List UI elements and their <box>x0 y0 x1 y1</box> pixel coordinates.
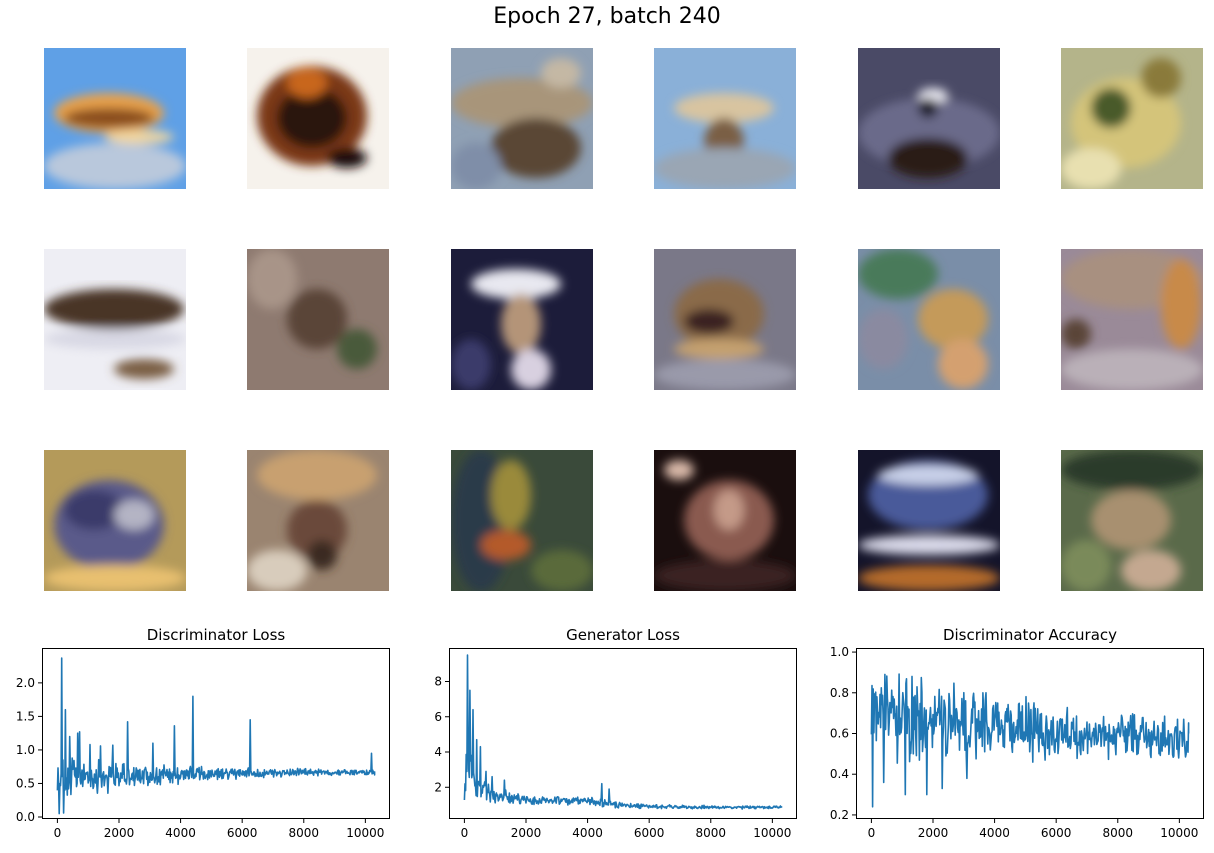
generator-loss-y-tick-label-4: 4 <box>434 745 442 759</box>
generator-loss-axes-frame <box>449 648 797 819</box>
figure-suptitle: Epoch 27, batch 240 <box>493 4 721 29</box>
generator-loss-x-tick-label-0: 0 <box>461 826 469 840</box>
discriminator-accuracy-y-tick-label-0.6: 0.6 <box>830 727 849 741</box>
discriminator-loss-plot-svg: 0 2000 4000 6000 8000 10000 0.0 0.5 1.0 1.5 2.0 <box>16 648 390 840</box>
discriminator-loss-y-tick-label-0.0: 0.0 <box>16 810 35 824</box>
discriminator-loss-x-tick-label-6000: 6000 <box>227 826 258 840</box>
discriminator-loss-x-tick-label-10000: 10000 <box>346 826 384 840</box>
generator-loss-x-tick-label-2000: 2000 <box>511 826 542 840</box>
generator-loss-plot-svg: 0 2000 4000 6000 8000 10000 2 4 6 8 <box>434 648 797 840</box>
discriminator-loss-x-tick-label-2000: 2000 <box>104 826 135 840</box>
discriminator-loss-y-tick-label-1.0: 1.0 <box>16 743 35 757</box>
discriminator-loss-x-tick-label-0: 0 <box>54 826 62 840</box>
chart-title-discriminator-accuracy: Discriminator Accuracy <box>942 626 1118 644</box>
generator-loss-x-tick-label-8000: 8000 <box>695 826 726 840</box>
discriminator-loss-x-tick-label-4000: 4000 <box>165 826 196 840</box>
discriminator-loss-y-tick-label-1.5: 1.5 <box>16 709 35 723</box>
generator-loss-y-tick-label-6: 6 <box>434 710 442 724</box>
sample-r1c6-yellow-foliage <box>1061 48 1203 189</box>
chart-title-generator-loss: Generator Loss <box>566 626 680 644</box>
generator-loss-chart: 0 2000 4000 6000 8000 10000 2 4 6 8 <box>434 648 797 840</box>
sample-r3c4-dark-cat <box>654 450 796 591</box>
sample-r2c4-rocky-mouth <box>654 249 796 390</box>
discriminator-accuracy-axes-frame <box>856 648 1204 819</box>
sample-r1c2-dark-flower <box>247 48 389 189</box>
discriminator-accuracy-x-tick-label-2000: 2000 <box>918 826 949 840</box>
discriminator-accuracy-x-tick-label-6000: 6000 <box>1041 826 1072 840</box>
sample-r2c5-green-mosaic <box>858 249 1000 390</box>
sample-r3c2-texture-face <box>247 450 389 591</box>
sample-r2c2-brown-blur <box>247 249 389 390</box>
sample-r1c3-muddy-landscape <box>451 48 593 189</box>
generator-loss-series-line <box>463 654 783 810</box>
discriminator-loss-x-tick-label-8000: 8000 <box>288 826 319 840</box>
sample-r1c5-dark-car <box>858 48 1000 189</box>
sample-r3c5-blue-shoe <box>858 450 1000 591</box>
discriminator-loss-chart: 0 2000 4000 6000 8000 10000 0.0 0.5 1.0 1.5 2.0 <box>16 648 390 840</box>
generator-loss-y-tick-label-8: 8 <box>434 674 442 688</box>
sample-r1c4-mushroom-sky <box>654 48 796 189</box>
discriminator-loss-y-tick-label-2.0: 2.0 <box>16 676 35 690</box>
discriminator-accuracy-plot-svg: 0 2000 4000 6000 8000 10000 0.2 0.4 0.6 0.8 1.0 <box>830 645 1204 840</box>
generator-loss-y-tick-label-2: 2 <box>434 780 442 794</box>
discriminator-accuracy-x-tick-label-8000: 8000 <box>1102 826 1133 840</box>
discriminator-loss-series-line <box>56 657 376 815</box>
generator-loss-x-tick-label-6000: 6000 <box>634 826 665 840</box>
sample-r3c1-blue-wave <box>44 450 186 591</box>
generator-loss-x-tick-label-10000: 10000 <box>753 826 791 840</box>
discriminator-accuracy-y-tick-label-0.4: 0.4 <box>830 767 849 781</box>
discriminator-accuracy-series-line <box>870 673 1190 808</box>
discriminator-accuracy-y-tick-label-0.8: 0.8 <box>830 686 849 700</box>
discriminator-accuracy-y-tick-label-0.2: 0.2 <box>830 808 849 822</box>
discriminator-loss-axes-frame <box>42 648 390 819</box>
sample-r3c6-green-weeds <box>1061 450 1203 591</box>
generator-loss-x-tick-label-4000: 4000 <box>572 826 603 840</box>
discriminator-accuracy-x-tick-label-0: 0 <box>868 826 876 840</box>
discriminator-accuracy-x-tick-label-4000: 4000 <box>979 826 1010 840</box>
chart-title-discriminator-loss: Discriminator Loss <box>146 626 286 644</box>
sample-r1c1-sky-orange-blob <box>44 48 186 189</box>
sample-r2c3-dark-bird <box>451 249 593 390</box>
discriminator-accuracy-chart: 0 2000 4000 6000 8000 10000 0.2 0.4 0.6 0.8 1.0 <box>830 645 1204 840</box>
discriminator-accuracy-x-tick-label-10000: 10000 <box>1160 826 1198 840</box>
sample-r2c1-snow-dogs <box>44 249 186 390</box>
discriminator-accuracy-y-tick-label-1.0: 1.0 <box>830 645 849 659</box>
discriminator-loss-y-tick-label-0.5: 0.5 <box>16 776 35 790</box>
sample-r2c6-grey-wall <box>1061 249 1203 390</box>
sample-r3c3-green-dark <box>451 450 593 591</box>
